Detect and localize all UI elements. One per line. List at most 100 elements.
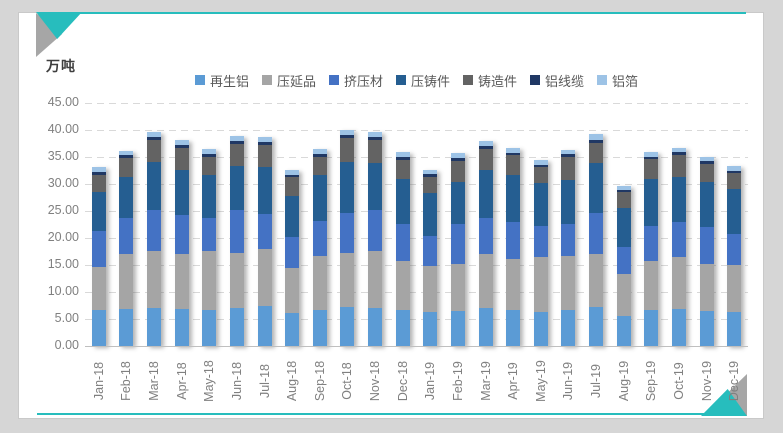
bar-segment-铝箔: [506, 147, 521, 153]
bar-slot: [638, 103, 666, 346]
bar-segment-压铸件: [340, 162, 355, 214]
bar-segment-铸造件: [202, 157, 217, 176]
bar-segment-再生铝: [699, 311, 714, 346]
legend-swatch-icon: [261, 75, 272, 85]
bar-segment-铸造件: [561, 156, 576, 180]
bar-segment-再生铝: [450, 311, 465, 346]
bar-segment-铸造件: [229, 144, 244, 166]
legend-swatch-icon: [395, 75, 406, 85]
bar-segment-压延品: [285, 267, 300, 314]
bar-slot: [251, 103, 279, 346]
bar-segment-铸造件: [395, 159, 410, 179]
axis-unit-label: 万吨: [46, 58, 76, 74]
bar-segment-铝箔: [202, 149, 217, 154]
bar-segment-再生铝: [229, 308, 244, 346]
bar-segment-再生铝: [671, 308, 686, 346]
bar-segment-铸造件: [340, 138, 355, 163]
bar-segment-挤压材: [727, 233, 742, 266]
bar-segment-铸造件: [589, 142, 604, 163]
bar-segment-铝箔: [699, 156, 714, 162]
stacked-bar-Jan-19: [423, 170, 438, 346]
bar-slot: [472, 103, 500, 346]
bar-slot: [196, 103, 224, 346]
bar-segment-铝线缆: [450, 158, 465, 162]
bar-segment-压铸件: [202, 175, 217, 218]
bar-segment-铸造件: [478, 149, 493, 170]
bar-segment-铝箔: [368, 131, 383, 138]
bar-segment-再生铝: [533, 311, 548, 346]
x-axis-tick-label: Jun-19: [561, 361, 576, 401]
bar-segment-再生铝: [616, 316, 631, 346]
y-axis-tick-label: 5.00: [54, 311, 79, 325]
bar-segment-压延品: [119, 254, 134, 309]
bar-segment-挤压材: [450, 223, 465, 264]
bar-segment-压铸件: [671, 177, 686, 223]
bar-segment-再生铝: [395, 309, 410, 346]
bar-slot: [555, 103, 583, 346]
bar-segment-铸造件: [450, 161, 465, 183]
x-axis-tick-label: Mar-18: [147, 361, 162, 401]
bar-segment-铸造件: [727, 173, 742, 189]
bar-segment-再生铝: [119, 308, 134, 346]
y-axis-tick-label: 10.00: [47, 284, 79, 298]
legend-swatch-icon: [530, 75, 541, 85]
x-axis-tick-label: Dec-19: [727, 360, 742, 402]
stacked-bar-Nov-19: [699, 156, 714, 346]
y-axis-tick-label: 20.00: [47, 230, 79, 244]
bar-segment-压铸件: [368, 162, 383, 210]
bar-segment-压铸件: [312, 175, 327, 221]
bar-segment-铝线缆: [312, 153, 327, 158]
x-axis-tick-label: Jun-18: [229, 361, 244, 401]
stacked-bar-Apr-19: [506, 147, 521, 346]
stacked-bar-May-19: [533, 159, 548, 346]
bar-segment-挤压材: [368, 209, 383, 251]
x-axis-tick-label: Aug-18: [285, 360, 300, 402]
stacked-bar-Mar-19: [478, 140, 493, 346]
bar-segment-铝箔: [257, 137, 272, 142]
bar-segment-再生铝: [285, 313, 300, 346]
bar-segment-铝线缆: [644, 156, 659, 159]
bottom-accent-line: [37, 413, 746, 415]
bar-segment-压铸件: [478, 169, 493, 218]
bar-segment-铸造件: [91, 174, 106, 193]
bar-segment-挤压材: [671, 222, 686, 257]
bar-segment-铝线缆: [727, 170, 742, 174]
bar-segment-铸造件: [285, 177, 300, 197]
x-axis-tick-label: Oct-19: [671, 362, 686, 400]
bar-segment-铝箔: [147, 131, 162, 138]
bar-segment-铝线缆: [671, 152, 686, 155]
y-axis-tick-label: 25.00: [47, 203, 79, 217]
bar-segment-压延品: [644, 261, 659, 311]
bar-segment-铝箔: [174, 140, 189, 146]
stacked-bar-Mar-18: [147, 131, 162, 346]
bar-segment-压延品: [174, 253, 189, 309]
bar-segment-挤压材: [395, 223, 410, 262]
bar-segment-挤压材: [478, 217, 493, 254]
x-axis-tick-label: Feb-18: [119, 361, 134, 401]
bar-segment-压延品: [395, 261, 410, 310]
bar-segment-铸造件: [671, 154, 686, 178]
bar-segment-压延品: [561, 255, 576, 311]
bar-segment-挤压材: [644, 225, 659, 262]
bar-segment-铝箔: [727, 166, 742, 171]
stacked-bar-Jul-19: [589, 134, 604, 346]
legend-item-6: 铝线缆: [530, 71, 584, 90]
bar-segment-挤压材: [340, 213, 355, 253]
bar-segment-挤压材: [533, 225, 548, 257]
bar-segment-铸造件: [174, 148, 189, 170]
legend-swatch-icon: [328, 75, 339, 85]
stacked-bar-Aug-19: [616, 185, 631, 346]
bar-segment-铝线缆: [174, 145, 189, 149]
bar-segment-压铸件: [147, 161, 162, 210]
bar-segment-压延品: [616, 273, 631, 317]
bar-segment-再生铝: [727, 311, 742, 346]
bar-segment-压铸件: [699, 182, 714, 228]
legend-label: 压铸件: [410, 73, 450, 89]
y-axis-tick-label: 0.00: [54, 338, 79, 352]
bar-segment-铸造件: [257, 145, 272, 168]
bar-slot: [334, 103, 362, 346]
bar-segment-铸造件: [533, 167, 548, 184]
bar-segment-压铸件: [91, 192, 106, 232]
bar-segment-再生铝: [506, 309, 521, 346]
stacked-bar-Oct-19: [671, 147, 686, 346]
